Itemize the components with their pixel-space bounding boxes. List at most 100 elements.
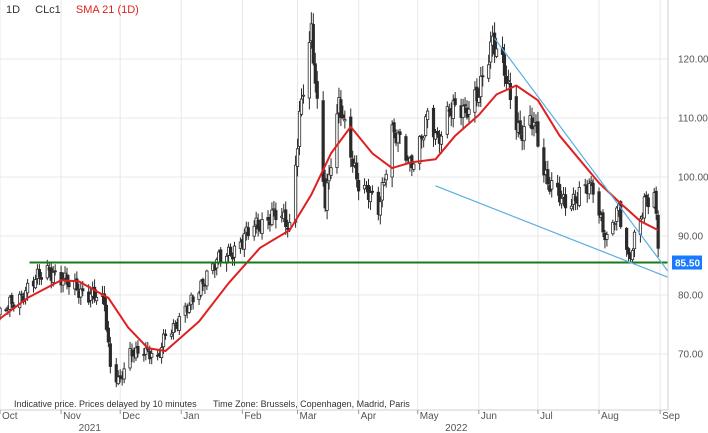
candle-body (357, 179, 361, 192)
candle-body (351, 158, 355, 167)
candle-body (104, 304, 109, 330)
candle-body (102, 293, 107, 305)
candle-body (467, 108, 471, 115)
candle-body (542, 147, 546, 176)
candle-body (315, 81, 319, 99)
candle-body (479, 75, 483, 98)
candle-body (569, 205, 574, 210)
candle-body (632, 231, 637, 250)
candle-body (370, 190, 375, 193)
candle-body (424, 116, 428, 136)
candle-body (4, 309, 8, 312)
y-tick-label: 110.00 (678, 113, 708, 124)
trendline (494, 37, 669, 272)
candle-body (51, 272, 55, 283)
candle-body (396, 132, 400, 144)
candle-body (92, 286, 97, 300)
candle-body (37, 269, 42, 278)
x-tick-label: Feb (244, 411, 262, 422)
candle-body (284, 209, 288, 228)
candle-body (18, 293, 22, 309)
candle-body (75, 278, 79, 291)
candle-body (559, 197, 564, 205)
candles (0, 12, 660, 388)
candle-body (297, 110, 302, 147)
candle-body (368, 192, 373, 203)
candle-body (61, 278, 65, 286)
candle-body (382, 182, 386, 186)
candle-body (215, 259, 219, 269)
candle-body (619, 201, 623, 228)
candle-body (0, 307, 2, 316)
candle-body (325, 182, 329, 211)
candle-body (613, 223, 617, 226)
candle-body (329, 167, 333, 176)
candle-body (380, 182, 384, 201)
candle-body (601, 212, 605, 233)
candle-body (339, 99, 343, 119)
legend-interval[interactable]: 1D (6, 4, 21, 16)
candle-body (191, 296, 195, 303)
candle-body (219, 249, 223, 262)
candle-body (615, 207, 619, 222)
candle-body (252, 225, 256, 237)
candle-body (390, 124, 394, 178)
candle-body (418, 136, 422, 164)
candle-body (321, 100, 325, 182)
candle-body (489, 41, 493, 63)
x-tick-label: Jun (481, 411, 497, 422)
candle-body (116, 376, 120, 385)
candle-body (159, 347, 164, 358)
y-tick-label: 120.00 (678, 54, 708, 65)
candle-body (307, 42, 311, 99)
candle-body (128, 348, 132, 369)
candle-body (114, 364, 118, 383)
candle-body (327, 173, 331, 182)
candle-body (59, 272, 63, 286)
trendline (435, 185, 669, 278)
candle-body (242, 233, 246, 250)
candle-body (425, 110, 430, 121)
candle-body (274, 210, 278, 221)
candle-body (514, 96, 518, 131)
x-tick-label: Aug (601, 411, 619, 422)
candle-body (144, 347, 148, 355)
candle-body (39, 277, 43, 280)
candle-body (187, 304, 191, 313)
trendlines (435, 37, 669, 278)
candle-body (10, 294, 14, 304)
candle-body (481, 75, 485, 78)
candle-body (197, 292, 201, 301)
candle-body (205, 270, 209, 287)
candle-body (313, 63, 317, 84)
candle-body (106, 327, 110, 343)
candle-body (177, 316, 181, 331)
y-tick-label: 100.00 (678, 172, 708, 183)
support-line-group: 85.50 (29, 255, 702, 270)
candle-body (228, 246, 233, 256)
candle-body (605, 234, 609, 240)
sma-line (0, 84, 659, 352)
legend-symbol[interactable]: CLc1 (35, 4, 61, 16)
candle-body (536, 121, 540, 147)
candle-body (272, 208, 276, 211)
candle-body (25, 282, 30, 294)
candle-body (439, 135, 443, 145)
candle-body (81, 288, 85, 292)
candle-body (67, 281, 71, 288)
legend-sma[interactable]: SMA 21 (1D) (75, 4, 139, 16)
candle-body (299, 98, 304, 115)
candle-body (169, 333, 174, 337)
candle-body (260, 218, 264, 234)
x-tick-label: May (420, 411, 439, 422)
candle-body (625, 227, 629, 250)
x-tick-label: Nov (63, 411, 81, 422)
candle-body (445, 106, 449, 135)
candle-body (646, 197, 650, 208)
candle-body (656, 214, 660, 249)
candle-body (461, 105, 465, 118)
candle-body (642, 196, 646, 219)
support-badge (672, 255, 702, 270)
candle-body (136, 345, 140, 354)
